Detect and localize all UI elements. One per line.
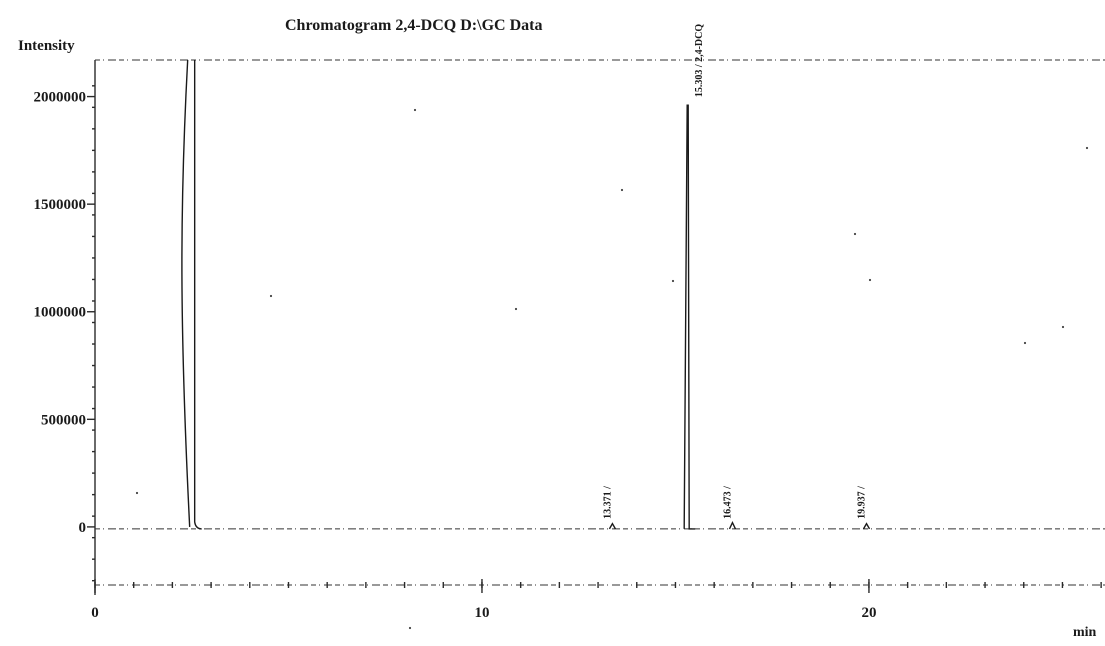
y-tick-label: 500000 — [41, 412, 86, 428]
scan-speck — [1024, 342, 1026, 344]
scan-speck — [409, 627, 411, 629]
scan-speck — [1086, 147, 1088, 149]
peak-label: 19.937 / — [857, 486, 868, 519]
x-tick-label: 20 — [861, 605, 876, 621]
peak-trace — [182, 60, 202, 529]
peak-trace — [729, 523, 735, 529]
scan-speck — [672, 280, 674, 282]
scan-speck — [414, 109, 416, 111]
scan-noise-layer — [136, 109, 1088, 629]
y-tick-label: 2000000 — [34, 90, 87, 106]
scan-speck — [1062, 326, 1064, 328]
y-tick-label: 1000000 — [34, 305, 87, 321]
y-axis-label: Intensity — [18, 38, 75, 54]
peak-label: 15.303 / 2,4-DCQ — [694, 24, 705, 98]
peak-trace — [864, 524, 870, 529]
x-tick-label: 10 — [474, 605, 489, 621]
label-layer: 13.371 / 15.303 / 2,4-DCQ 16.473 / 19.937 / — [602, 24, 867, 519]
scan-speck — [136, 492, 138, 494]
peak-label: 13.371 / — [602, 486, 613, 519]
y-tick-label: 1500000 — [34, 197, 87, 213]
x-axis-unit-label: min — [1073, 625, 1097, 640]
scan-speck — [621, 189, 623, 191]
scan-speck — [854, 233, 856, 235]
peak-trace — [609, 524, 615, 529]
scan-speck — [515, 308, 517, 310]
scan-speck — [270, 295, 272, 297]
scan-speck — [869, 279, 871, 281]
x-tick-label: 0 — [91, 605, 99, 621]
peak-label: 16.473 / — [722, 486, 733, 519]
peak-trace — [684, 105, 695, 529]
trace-layer — [95, 60, 1105, 529]
y-tick-label: 0 — [79, 520, 87, 536]
chart-title: Chromatogram 2,4-DCQ D:\GC Data — [285, 17, 542, 34]
